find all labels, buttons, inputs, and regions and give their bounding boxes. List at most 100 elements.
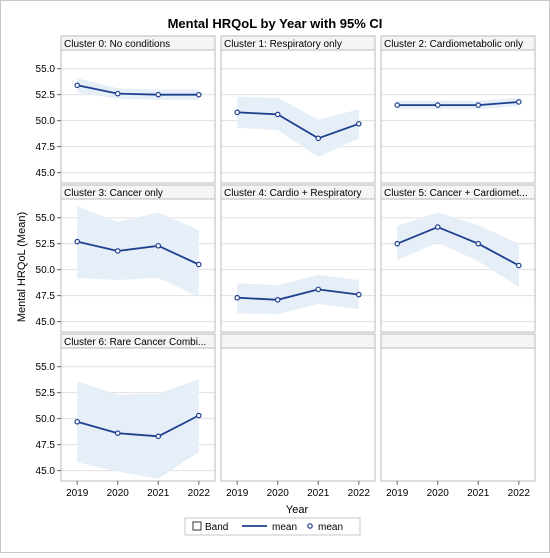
panel-frame <box>220 49 376 184</box>
mean-marker <box>195 412 202 419</box>
mean-marker <box>394 240 401 247</box>
y-tick-label: 47.5 <box>36 440 56 451</box>
chart-title: Mental HRQoL by Year with 95% CI <box>168 16 383 31</box>
plot-area <box>381 50 535 183</box>
ci-band <box>77 206 199 297</box>
mean-marker <box>74 82 81 89</box>
mean-line <box>76 240 200 266</box>
legend-frame <box>184 517 361 536</box>
y-tick-label: 47.5 <box>36 291 56 302</box>
mean-marker <box>274 296 281 303</box>
panel-title: Cluster 4: Cardio + Respiratory <box>224 188 362 199</box>
mean-marker <box>155 91 162 98</box>
mean-marker <box>434 224 441 230</box>
panel-frame <box>380 347 536 482</box>
panel-grid: Cluster 0: No conditions 45.0 47.5 50.0 52.5… <box>36 35 536 499</box>
mean-marker <box>315 286 322 293</box>
mean-line <box>76 414 200 438</box>
panel-header <box>380 333 536 349</box>
y-tick-label: 52.5 <box>36 90 56 101</box>
x-axis-label: Year <box>286 504 309 516</box>
mean-line <box>397 101 519 106</box>
x-tick-label: 2022 <box>348 488 371 499</box>
plot-area <box>61 50 215 183</box>
panel-frame <box>60 198 216 333</box>
y-tick-label: 50.0 <box>36 116 56 127</box>
y-tick-label: 55.0 <box>36 362 56 373</box>
mean-marker <box>515 262 522 269</box>
panel-frame <box>380 198 536 333</box>
ci-band <box>77 379 199 479</box>
x-tick-label: 2019 <box>66 488 89 499</box>
x-tick-label: 2020 <box>107 488 130 499</box>
mean-marker <box>155 433 162 440</box>
panel-title: Cluster 2: Cardiometabolic only <box>384 39 523 50</box>
x-tick-label: 2019 <box>386 488 409 499</box>
mean-marker <box>394 102 401 108</box>
panel-title: Cluster 6: Rare Cancer Combi... <box>64 337 206 348</box>
y-tick-label: 55.0 <box>36 64 56 75</box>
mean-marker <box>195 91 202 98</box>
panel-6: Cluster 6: Rare Cancer Combi... 45.0 47.5 5… <box>36 333 216 499</box>
panel-frame <box>220 347 376 482</box>
mean-marker <box>475 102 482 108</box>
x-tick-label: 2019 <box>226 488 249 499</box>
y-tick-label: 50.0 <box>36 414 56 425</box>
x-tick-label: 2020 <box>427 488 450 499</box>
mean-marker <box>234 109 241 116</box>
mean-marker <box>274 111 281 118</box>
mean-marker <box>114 90 121 97</box>
panel-header <box>220 333 376 349</box>
mean-marker <box>434 102 441 108</box>
panel-frame <box>60 347 216 482</box>
mean-marker <box>475 240 482 247</box>
panel-title: Cluster 1: Respiratory only <box>224 39 342 50</box>
y-tick-label: 45.0 <box>36 168 56 179</box>
mean-line <box>77 84 199 96</box>
y-tick-label: 45.0 <box>36 466 56 477</box>
mean-marker <box>195 261 202 268</box>
plot-area <box>221 348 375 481</box>
x-tick-label: 2022 <box>188 488 211 499</box>
mean-line <box>396 226 520 267</box>
panel-frame <box>60 49 216 184</box>
ci-band <box>397 97 519 110</box>
panel-5: Cluster 5: Cancer + Cardiomet... <box>380 184 536 333</box>
mean-marker <box>74 238 81 245</box>
panel-title: Cluster 5: Cancer + Cardiomet... <box>384 188 528 199</box>
mean-marker <box>74 418 81 425</box>
y-tick-label: 55.0 <box>36 213 56 224</box>
x-tick-label: 2021 <box>307 488 330 499</box>
y-tick-label: 52.5 <box>36 239 56 250</box>
x-tick-label: 2021 <box>147 488 170 499</box>
panel-frame <box>380 49 536 184</box>
panel-frame <box>220 198 376 333</box>
mean-marker <box>114 430 121 437</box>
legend-label-band: Band <box>205 522 228 533</box>
mean-marker <box>155 242 162 249</box>
y-tick-label: 47.5 <box>36 142 56 153</box>
mean-marker <box>355 120 362 127</box>
x-tick-label: 2020 <box>267 488 290 499</box>
mean-line <box>237 111 360 140</box>
panel-7: 2019 2020 2021 2022 <box>220 333 376 499</box>
panel-1: Cluster 1: Respiratory only <box>220 35 376 184</box>
mean-line <box>237 288 359 301</box>
panel-4: Cluster 4: Cardio + Respiratory <box>220 184 376 333</box>
plot-area <box>381 348 535 481</box>
legend-label-mean-line: mean <box>272 522 297 533</box>
mean-marker <box>234 294 241 301</box>
marker-legend-swatch <box>307 523 313 529</box>
panel-2: Cluster 2: Cardiometabolic only <box>380 35 536 184</box>
panel-3: Cluster 3: Cancer only 45.0 47.5 50.0 52.5 55… <box>36 184 216 333</box>
legend-label-mean-marker: mean <box>318 522 343 533</box>
panel-title: Cluster 3: Cancer only <box>64 188 163 199</box>
y-tick-label: 50.0 <box>36 265 56 276</box>
y-tick-label: 45.0 <box>36 317 56 328</box>
panel-0: Cluster 0: No conditions 45.0 47.5 50.0 52.5… <box>36 35 216 184</box>
y-axis-label: Mental HRQoL (Mean) <box>16 212 28 322</box>
panel-8: 2019 2020 2021 2022 <box>380 333 536 499</box>
mean-marker <box>355 291 362 298</box>
